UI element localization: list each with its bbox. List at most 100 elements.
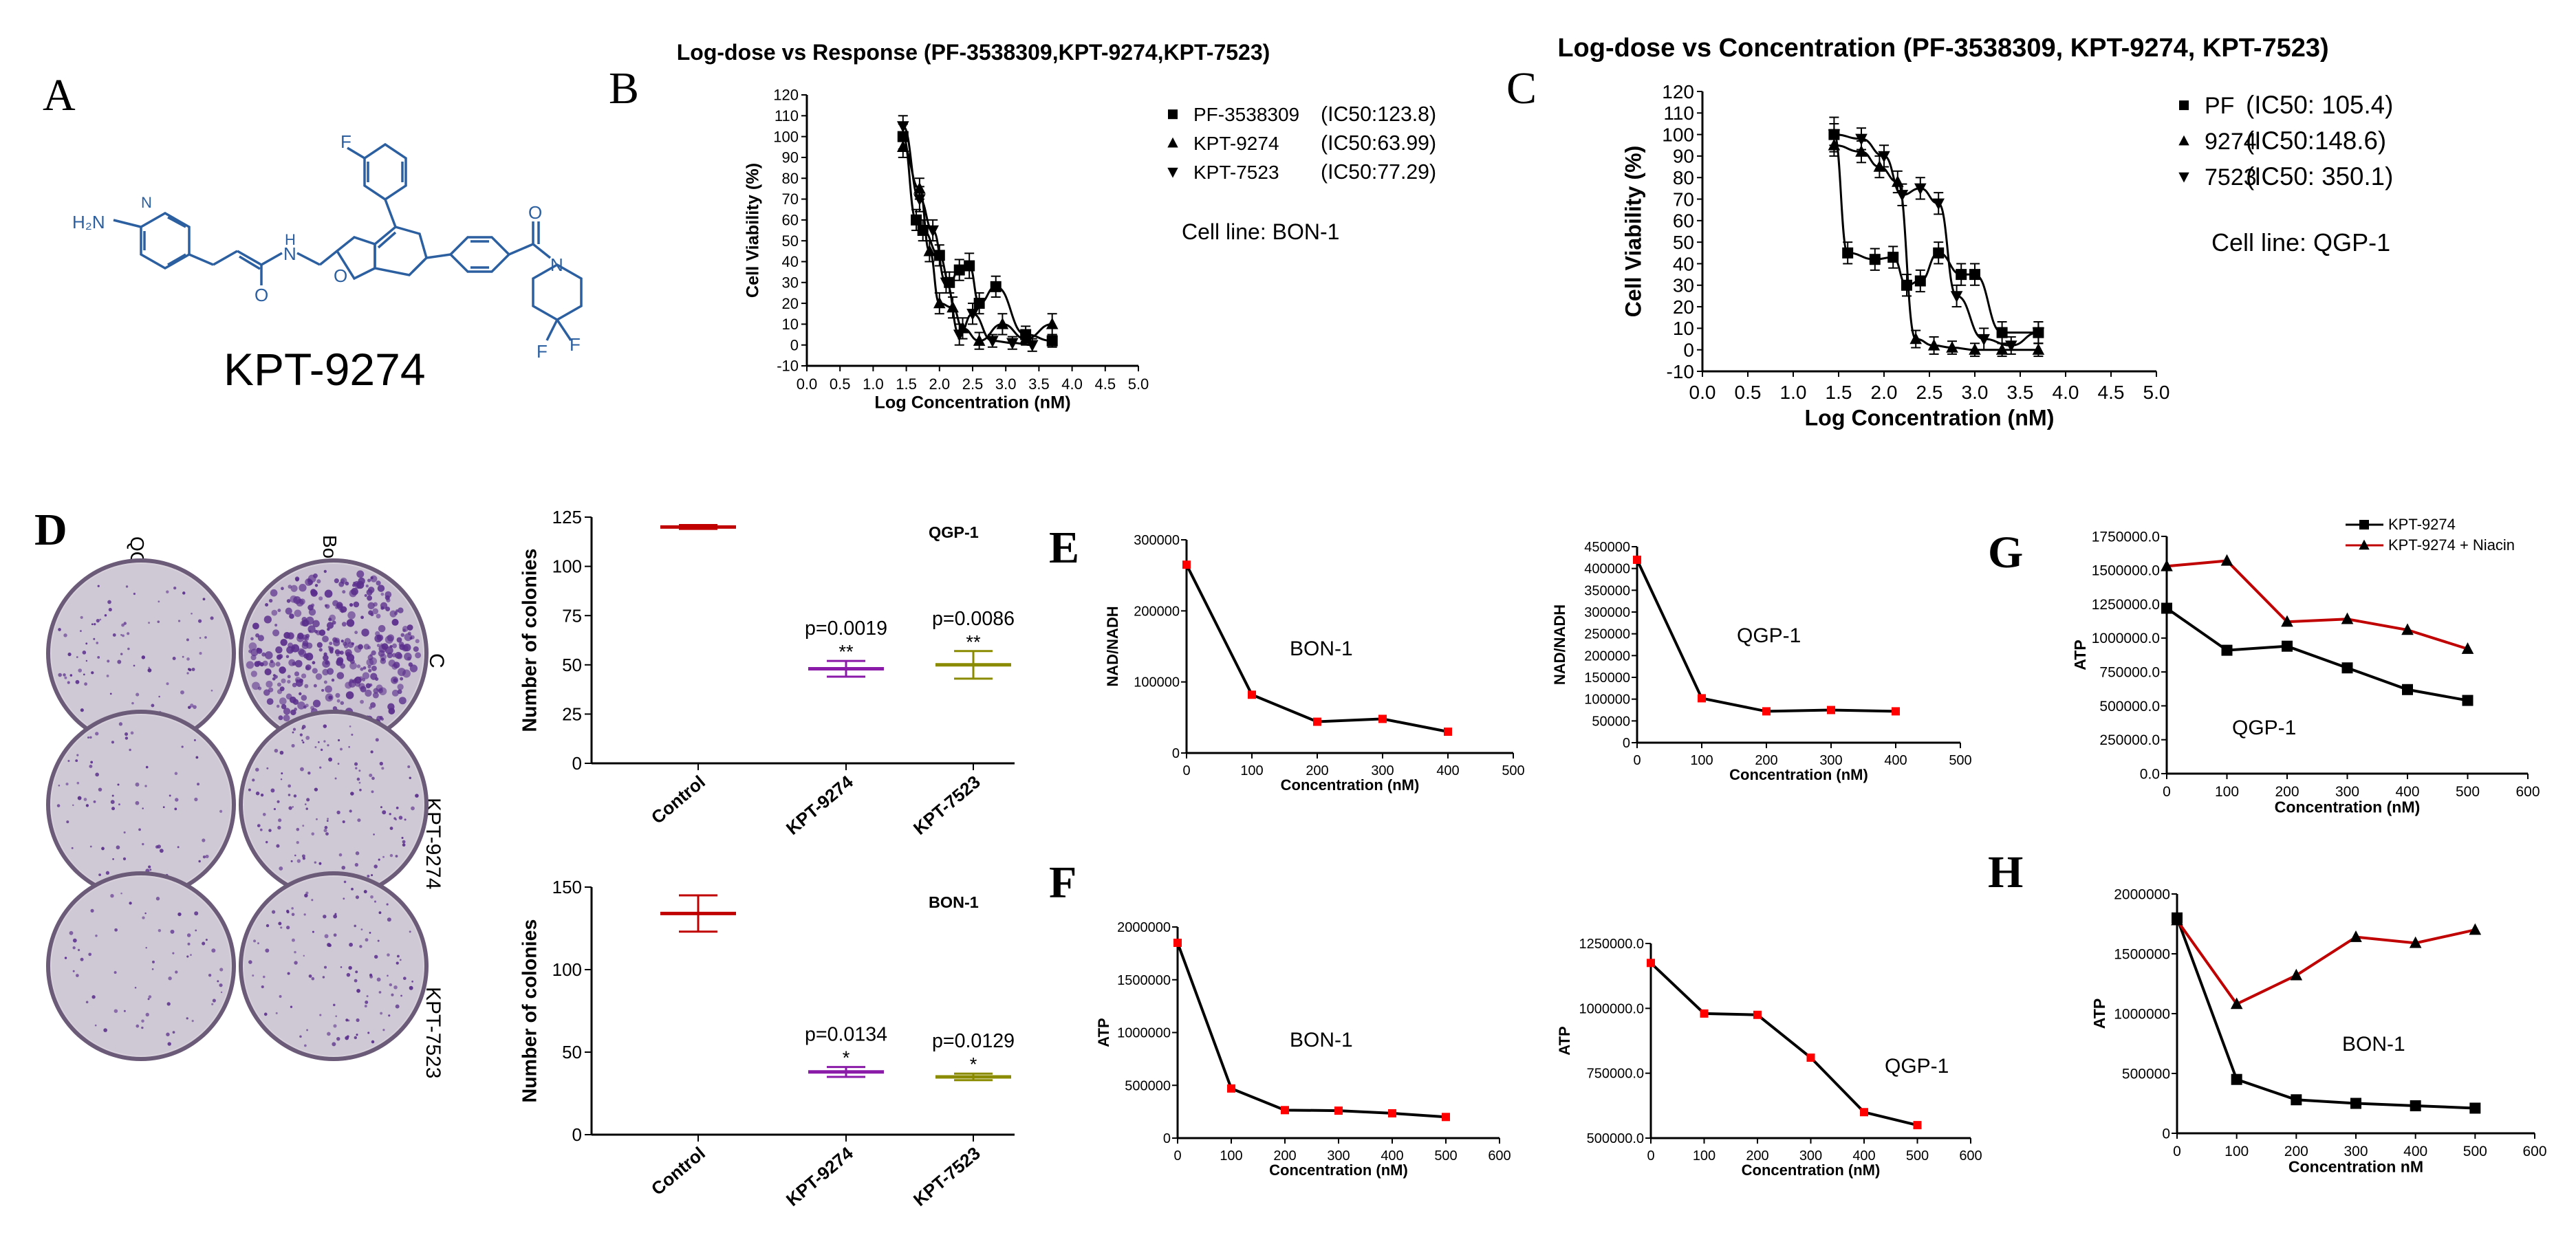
colony bbox=[286, 910, 290, 914]
y-tick-label: 10 bbox=[1673, 318, 1694, 339]
colony bbox=[354, 762, 358, 766]
colony bbox=[342, 590, 346, 594]
colony bbox=[75, 679, 80, 684]
colony bbox=[358, 781, 361, 784]
panel-letter-d: D bbox=[34, 505, 67, 555]
colony bbox=[93, 800, 96, 803]
colony bbox=[142, 842, 144, 846]
colony bbox=[311, 832, 315, 836]
colony bbox=[205, 854, 209, 859]
x-tick-label: 200 bbox=[1755, 753, 1777, 768]
data-point bbox=[1753, 1010, 1762, 1019]
colony bbox=[191, 1020, 194, 1023]
series-line bbox=[1649, 961, 1918, 1127]
colony bbox=[253, 939, 257, 943]
colony bbox=[393, 985, 398, 990]
y-tick-label: 450000 bbox=[1584, 540, 1630, 555]
colony bbox=[356, 1018, 360, 1023]
colony bbox=[261, 652, 266, 657]
x-tick-label: 300 bbox=[1819, 753, 1842, 768]
data-point bbox=[1956, 269, 1967, 281]
atom-h1: H bbox=[285, 231, 296, 248]
y-tick-label: 1000000 bbox=[1117, 1026, 1171, 1041]
colony bbox=[391, 653, 397, 657]
colony bbox=[94, 622, 96, 626]
colony bbox=[246, 661, 255, 669]
cell-line-annotation: BON-1 bbox=[1290, 637, 1353, 660]
y-tick-label: 75 bbox=[562, 605, 582, 626]
colony bbox=[202, 838, 206, 842]
colony bbox=[142, 807, 144, 809]
x-tick-label: 500 bbox=[1906, 1148, 1929, 1164]
colony bbox=[312, 699, 321, 708]
legend-marker bbox=[1168, 109, 1178, 120]
colony bbox=[172, 1031, 175, 1034]
colony bbox=[280, 926, 283, 929]
colony bbox=[255, 767, 259, 772]
colony bbox=[363, 890, 367, 894]
colony bbox=[336, 653, 340, 657]
colony bbox=[306, 798, 310, 802]
colony bbox=[391, 993, 394, 996]
data-point bbox=[1828, 129, 1841, 142]
colony bbox=[194, 911, 199, 916]
colony bbox=[280, 778, 283, 781]
y-tick-label: 200000 bbox=[1584, 648, 1630, 664]
atom-f2: F bbox=[537, 341, 548, 362]
colony bbox=[112, 858, 114, 860]
colony bbox=[174, 772, 178, 776]
data-point bbox=[1969, 343, 1981, 355]
data-point bbox=[2409, 936, 2422, 948]
colony bbox=[273, 807, 277, 811]
colony bbox=[355, 681, 361, 687]
y-tick-label: 0 bbox=[1172, 746, 1180, 761]
colony bbox=[262, 660, 268, 666]
colony bbox=[314, 746, 317, 748]
colony bbox=[125, 732, 129, 736]
y-tick-label: 70 bbox=[1673, 188, 1694, 210]
colony bbox=[147, 668, 152, 673]
colony bbox=[340, 748, 343, 751]
colony bbox=[360, 699, 364, 704]
x-tick-label: 4.0 bbox=[2053, 382, 2079, 403]
data-point bbox=[2161, 559, 2173, 571]
colony bbox=[382, 810, 387, 815]
data-point bbox=[2005, 340, 2017, 353]
data-point bbox=[1855, 145, 1868, 157]
colony bbox=[194, 797, 198, 802]
colony bbox=[306, 1029, 309, 1032]
colony bbox=[263, 615, 272, 624]
legend-ic50: (IC50:77.29) bbox=[1321, 161, 1436, 184]
colony bbox=[351, 587, 358, 596]
colony bbox=[338, 853, 343, 857]
colony bbox=[141, 1026, 144, 1029]
colony bbox=[363, 644, 370, 650]
colony bbox=[301, 673, 307, 679]
colony bbox=[152, 960, 155, 963]
colony bbox=[118, 722, 123, 726]
x-tick-label: 2.5 bbox=[1916, 382, 1943, 403]
colony bbox=[305, 666, 310, 670]
colony bbox=[187, 706, 191, 709]
y-tick-label: 125 bbox=[552, 507, 582, 527]
y-tick-label: 500000.0 bbox=[1587, 1131, 1644, 1146]
colony bbox=[359, 945, 362, 948]
colony bbox=[356, 777, 360, 781]
colony bbox=[380, 1012, 383, 1015]
colony bbox=[327, 744, 329, 747]
colony bbox=[373, 688, 379, 694]
colony bbox=[341, 865, 346, 870]
y-tick-label: 0 bbox=[790, 336, 799, 353]
panel-letter-c: C bbox=[1506, 63, 1537, 113]
x-tick-label: 500 bbox=[2456, 784, 2480, 800]
colony bbox=[270, 589, 278, 597]
y-tick-label: 1500000 bbox=[1117, 973, 1171, 988]
colony bbox=[197, 783, 200, 786]
colony bbox=[180, 690, 184, 695]
data-point bbox=[2220, 554, 2233, 566]
colony bbox=[136, 1024, 140, 1028]
data-point bbox=[2032, 327, 2045, 340]
colony bbox=[263, 689, 270, 696]
colony bbox=[80, 708, 84, 712]
colony bbox=[409, 664, 418, 673]
